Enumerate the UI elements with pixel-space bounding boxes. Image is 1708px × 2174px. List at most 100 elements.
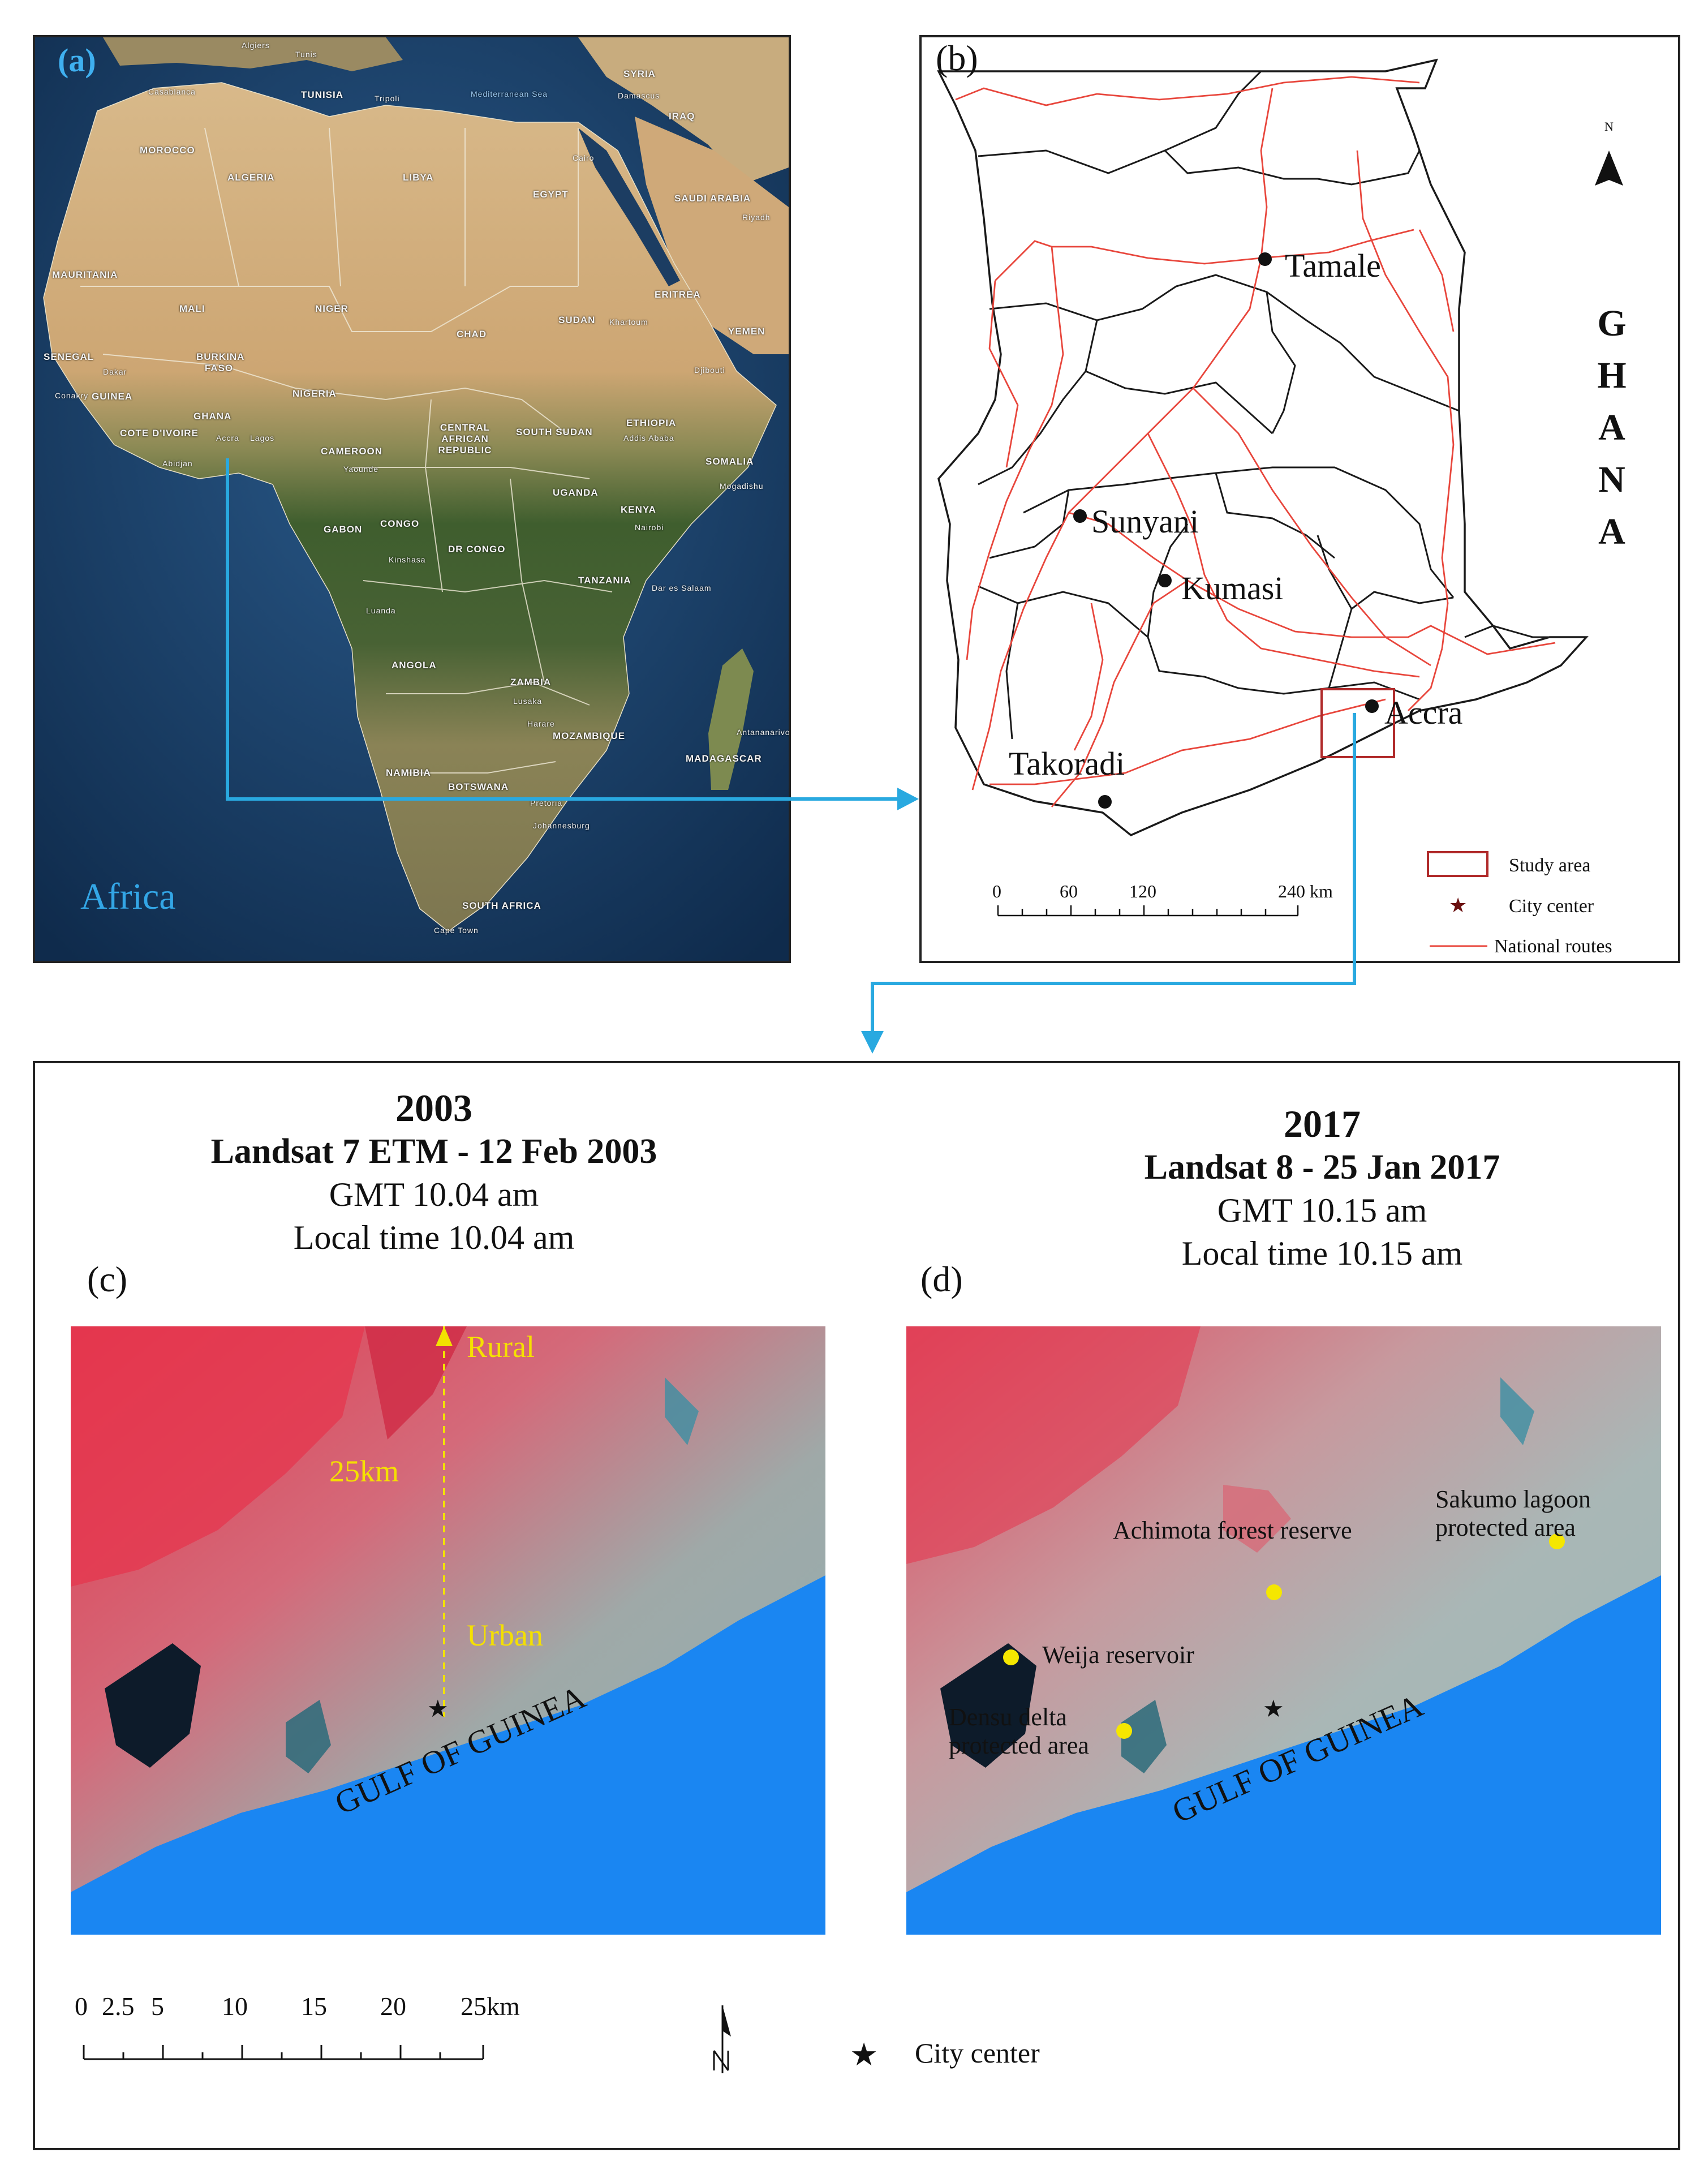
legend-city-center-icon: ★ xyxy=(1449,894,1467,917)
place-label: Dar es Salaam xyxy=(652,583,712,592)
legend-study-area-swatch xyxy=(1427,851,1488,877)
city-label-kumasi: Kumasi xyxy=(1181,570,1284,607)
place-label: CENTRAL AFRICAN REPUBLIC xyxy=(438,422,492,456)
place-label: GHANA xyxy=(193,411,232,422)
place-label: Nairobi xyxy=(635,523,664,532)
annotation-densu-line1: Densu delta xyxy=(949,1703,1067,1731)
africa-landmass xyxy=(43,82,777,932)
place-label: CONGO xyxy=(380,518,420,529)
place-label: COTE D'IVOIRE xyxy=(120,428,199,439)
country-letter: G xyxy=(1597,303,1627,344)
place-label: Lusaka xyxy=(513,697,543,706)
place-label: MAURITANIA xyxy=(52,269,118,280)
scale-tick: 120 xyxy=(1129,881,1156,901)
place-label: Mogadishu xyxy=(720,482,764,491)
place-label: Cairo xyxy=(573,153,595,162)
city-label-tamale: Tamale xyxy=(1285,247,1381,284)
country-letter: N xyxy=(1598,459,1625,500)
annotation-achimota: Achimota forest reserve xyxy=(1113,1516,1352,1544)
place-label: EGYPT xyxy=(533,189,569,200)
local-time: Local time 10.15 am xyxy=(1181,1235,1463,1272)
place-label: SUDAN xyxy=(558,315,596,325)
place-label: TUNISIA xyxy=(301,89,343,100)
sea-gulf-of-guinea xyxy=(906,1575,1661,1935)
place-label: NIGER xyxy=(315,303,349,314)
place-label: ERITREA xyxy=(655,289,701,300)
place-label: YEMEN xyxy=(728,326,765,337)
scale-tick: 0 xyxy=(992,881,1001,901)
city-dot-tamale xyxy=(1258,252,1272,266)
north-arrow-icon: N xyxy=(1595,119,1623,186)
panel-d-label: (d) xyxy=(920,1259,963,1299)
place-label: Accra xyxy=(216,433,239,442)
arrow-head-icon xyxy=(861,1031,884,1054)
connector-arrows xyxy=(226,458,1356,1054)
landsat-image-2003: ★ xyxy=(71,1326,825,1935)
scale-tick: 5 xyxy=(151,1992,164,2021)
place-label: Tripoli xyxy=(375,94,400,103)
transect-distance-label: 25km xyxy=(329,1454,399,1488)
ghana-outline xyxy=(937,58,1589,837)
place-label: DR CONGO xyxy=(448,544,506,555)
place-label: Cape Town xyxy=(434,926,479,935)
place-label: SOUTH AFRICA xyxy=(462,900,541,911)
place-label: IRAQ xyxy=(669,111,695,122)
place-label: Luanda xyxy=(366,606,396,615)
rural-label: Rural xyxy=(467,1330,535,1364)
scale-tick: 20 xyxy=(380,1992,406,2021)
city-label-takoradi: Takoradi xyxy=(1009,745,1125,782)
legend-city-center-label: City center xyxy=(1509,896,1594,917)
place-label: MOZAMBIQUE xyxy=(553,731,626,741)
place-label: NIGERIA xyxy=(292,388,337,399)
city-label-sunyani: Sunyani xyxy=(1091,503,1199,540)
city-dot-accra xyxy=(1365,699,1379,713)
place-label: Kinshasa xyxy=(389,555,426,564)
place-label: KENYA xyxy=(621,504,656,515)
place-label: Addis Ababa xyxy=(623,433,674,442)
place-label: Abidjan xyxy=(162,459,193,468)
place-label: Khartoum xyxy=(609,317,648,326)
panel-b-label: (b) xyxy=(936,38,978,78)
weija-reservoir-shape xyxy=(105,1643,201,1768)
year-title: 2003 xyxy=(395,1086,472,1129)
legend-routes-label: National routes xyxy=(1494,936,1612,957)
place-label: BOTSWANA xyxy=(448,781,509,792)
place-label: ETHIOPIA xyxy=(626,418,677,428)
africa-map-panel: (a) Africa Algiers Tunis TUNISIA Tripoli… xyxy=(33,35,791,963)
country-name-ghana: G H A N A xyxy=(1592,298,1632,558)
arrow-head-icon xyxy=(897,788,919,810)
place-label: SYRIA xyxy=(623,68,656,79)
sensor-title: Landsat 7 ETM - 12 Feb 2003 xyxy=(210,1132,657,1171)
year-title: 2017 xyxy=(1284,1102,1361,1145)
city-dot-kumasi xyxy=(1158,574,1172,587)
bottom-scale-bar xyxy=(83,2045,484,2060)
country-letter: A xyxy=(1598,511,1625,552)
sea-gulf-of-guinea xyxy=(71,1575,825,1935)
place-label: Harare xyxy=(527,719,555,728)
sensor-title: Landsat 8 - 25 Jan 2017 xyxy=(1144,1148,1500,1187)
city-dot-sunyani xyxy=(1073,509,1087,523)
place-label: Tunis xyxy=(295,50,317,59)
place-label: BURKINA FASO xyxy=(196,351,245,373)
marker-achimota xyxy=(1266,1584,1282,1600)
place-label: ALGERIA xyxy=(227,172,275,183)
place-label: Yaounde xyxy=(343,465,379,474)
madagascar xyxy=(708,648,754,790)
marker-weija xyxy=(1003,1649,1019,1665)
marker-sakumo xyxy=(1549,1533,1565,1549)
africa-satellite-image: (a) Africa xyxy=(35,37,789,961)
gmt-time: GMT 10.04 am xyxy=(329,1176,539,1213)
panel-a-label: (a) xyxy=(58,42,96,79)
scale-tick: 2.5 xyxy=(102,1992,135,2021)
scale-tick: 15 xyxy=(301,1992,327,2021)
place-label: SOUTH SUDAN xyxy=(516,427,593,437)
local-time: Local time 10.04 am xyxy=(293,1219,575,1256)
place-label: Damascus xyxy=(618,91,660,100)
place-label: Dakar xyxy=(103,367,127,376)
national-routes xyxy=(955,76,1556,807)
ghana-map-panel: N 0 60 120 240 km Study area ★ City cent… xyxy=(919,35,1680,963)
place-label: SOMALIA xyxy=(705,456,754,467)
urban-label: Urban xyxy=(467,1618,543,1652)
scale-tick: 60 xyxy=(1060,881,1078,901)
place-label: UGANDA xyxy=(553,487,599,498)
